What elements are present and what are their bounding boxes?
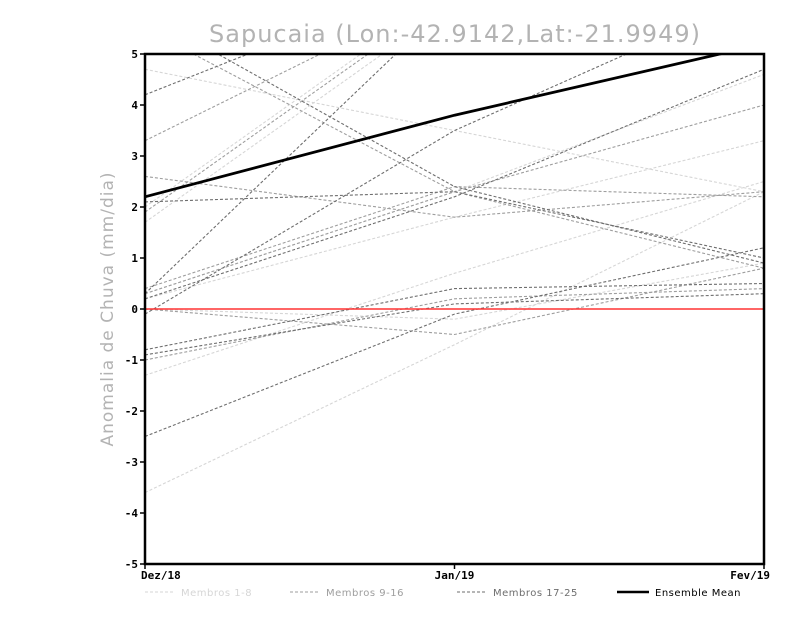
member-line-10	[145, 104, 764, 295]
y-tick-label: 1	[131, 252, 138, 265]
member-line-4	[145, 191, 764, 494]
member-line-25	[145, 68, 764, 300]
y-tick-label: -5	[125, 558, 138, 571]
member-line-9	[145, 175, 764, 218]
x-axis: Dez/18 Jan/19 Fev/19	[141, 564, 770, 582]
member-line-21	[145, 293, 764, 356]
member-line-12	[145, 288, 764, 361]
member-line-3	[145, 54, 384, 223]
y-axis: -5 -4 -3 -2 -1 0 1 2 3 4 5	[125, 48, 145, 571]
y-tick-label: -1	[125, 354, 139, 367]
member-line-16	[145, 186, 764, 290]
y-tick-label: -3	[125, 456, 138, 469]
series-layer	[145, 54, 764, 494]
legend-label: Membros 1-8	[181, 588, 252, 599]
y-tick-label: 5	[131, 48, 138, 61]
member-line-22	[216, 54, 764, 264]
member-line-13	[145, 267, 764, 336]
y-axis-label: Anomalia de Chuva (mm/dia)	[98, 171, 118, 446]
x-tick-label: Fev/19	[730, 569, 770, 582]
legend-label: Membros 9-16	[326, 588, 404, 599]
legend-label: Membros 17-25	[493, 588, 578, 599]
member-line-11	[145, 54, 370, 213]
chart-title: Sapucaia (Lon:-42.9142,Lat:-21.9949)	[209, 20, 701, 48]
y-tick-label: 0	[131, 303, 138, 316]
y-tick-label: 3	[131, 150, 138, 163]
member-line-7	[145, 54, 362, 208]
member-line-18	[145, 247, 764, 438]
y-tick-label: -4	[125, 507, 139, 520]
member-line-14	[192, 54, 764, 269]
x-tick-label: Jan/19	[435, 569, 475, 582]
member-line-19	[145, 54, 397, 295]
member-line-15	[145, 54, 322, 142]
x-tick-label: Dez/18	[141, 569, 181, 582]
member-line-2	[145, 140, 764, 300]
member-line-20	[145, 282, 764, 351]
member-line-24	[145, 191, 764, 259]
legend-label: Ensemble Mean	[655, 588, 741, 599]
y-tick-label: -2	[125, 405, 138, 418]
y-tick-label: 4	[131, 99, 138, 112]
y-tick-label: 2	[131, 201, 138, 214]
ensemble-mean-line	[145, 54, 727, 199]
legend: Membros 1-8 Membros 9-16 Membros 17-25 Ense…	[145, 588, 741, 599]
member-line-5	[145, 180, 764, 376]
